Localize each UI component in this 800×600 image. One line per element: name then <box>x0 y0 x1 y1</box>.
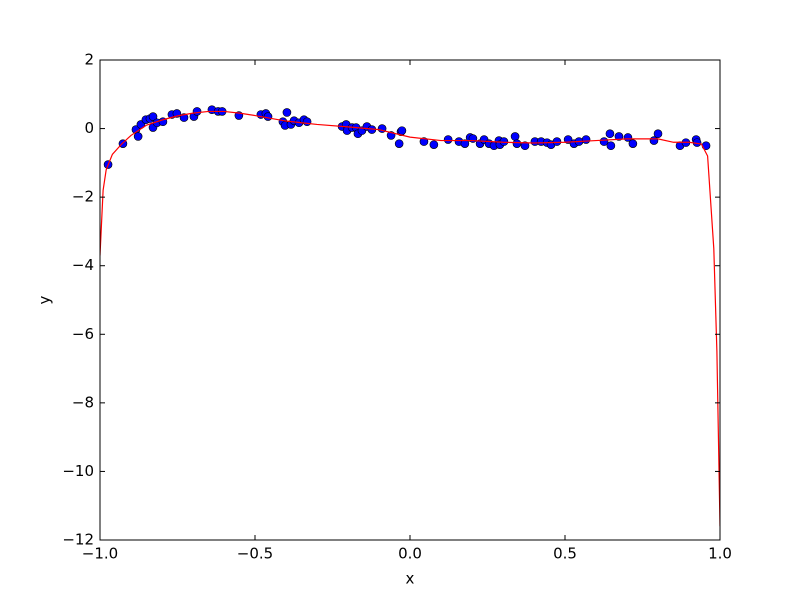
y-tick-label: −12 <box>62 531 94 549</box>
data-point <box>429 140 439 149</box>
data-point <box>606 141 616 151</box>
data-point <box>394 139 404 148</box>
plot-frame <box>99 59 721 541</box>
y-tick-label: −10 <box>62 462 94 480</box>
data-point <box>512 139 522 148</box>
data-point <box>133 132 143 141</box>
data-point <box>581 135 591 144</box>
y-tick-label: −4 <box>72 256 94 274</box>
y-tick-label: 0 <box>84 119 94 137</box>
data-point <box>443 135 453 144</box>
x-tick-label: 0.5 <box>553 545 577 563</box>
x-tick-label: 0.0 <box>398 545 422 563</box>
data-point <box>192 107 202 116</box>
x-axis-label: x <box>406 570 415 588</box>
data-point <box>460 139 470 148</box>
data-point <box>510 132 520 141</box>
y-tick-label: 2 <box>84 51 94 69</box>
data-point <box>263 112 273 121</box>
y-tick-label: −2 <box>72 188 94 206</box>
data-point <box>148 112 158 121</box>
data-point <box>397 126 407 135</box>
fit-line <box>100 110 720 527</box>
x-tick-label: 1.0 <box>708 545 732 563</box>
y-tick-label: −6 <box>72 325 94 343</box>
data-point <box>628 139 638 148</box>
y-axis-label: y <box>36 295 54 304</box>
data-point <box>614 132 624 141</box>
data-point <box>605 129 615 139</box>
y-tick-label: −8 <box>72 393 94 411</box>
data-point <box>419 137 429 146</box>
data-point <box>552 137 562 146</box>
data-point <box>282 108 292 117</box>
data-point <box>653 129 663 139</box>
data-point <box>302 117 312 127</box>
data-point <box>520 141 530 151</box>
x-tick-label: −0.5 <box>237 545 273 563</box>
x-tick-label: −1.0 <box>82 545 118 563</box>
